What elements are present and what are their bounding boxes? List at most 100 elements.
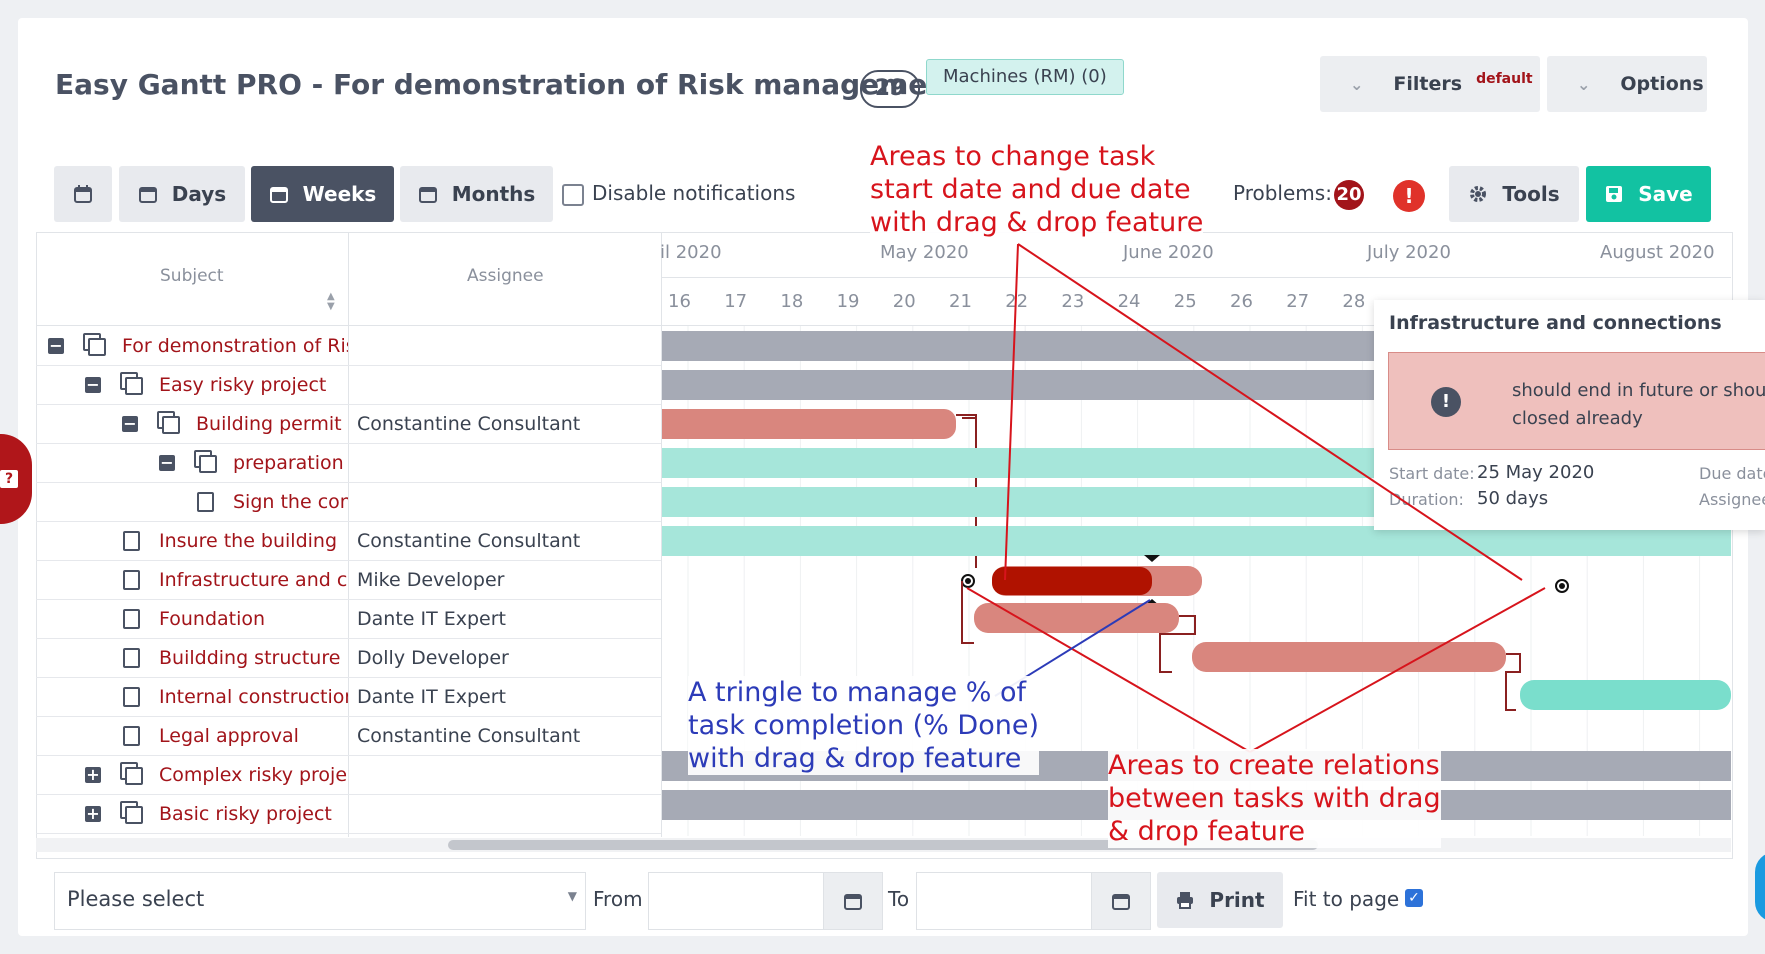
annotation-dates: Areas to change task start date and due … (870, 140, 1204, 239)
scrollbar-thumb[interactable] (448, 840, 1318, 850)
collapse-icon[interactable]: − (85, 375, 101, 394)
task-subject[interactable]: For demonstration of Risk management (122, 335, 348, 357)
task-progress-infrastructure[interactable] (992, 567, 1152, 595)
floppy-disk-icon (1606, 186, 1623, 202)
task-bar-internal-construction[interactable] (1520, 680, 1731, 710)
print-label: Print (1209, 888, 1265, 912)
calendar-icon (418, 187, 437, 203)
project-icon (88, 338, 106, 356)
relation-line (1505, 653, 1521, 711)
task-bar-insure[interactable] (662, 526, 1731, 556)
info-alert-icon[interactable]: ! (1393, 180, 1425, 212)
calendar-icon (844, 894, 862, 910)
chat-bubble[interactable] (1755, 852, 1765, 922)
task-tooltip: Infrastructure and connections ! should … (1374, 300, 1765, 530)
weeks-label: Weeks (302, 182, 377, 206)
week-label: 25 (1173, 291, 1197, 312)
calendar-icon (269, 187, 288, 203)
print-select[interactable]: Please select ▼ (54, 872, 586, 930)
task-icon (123, 687, 140, 707)
to-date-input[interactable] (916, 872, 1093, 930)
to-calendar-button[interactable] (1091, 872, 1151, 930)
help-tab[interactable]: ? (0, 434, 32, 524)
percent-done-triangle[interactable] (1144, 555, 1160, 562)
task-assignee: Dante IT Expert (357, 686, 507, 708)
chevron-down-icon: ⌄ (1577, 74, 1591, 94)
tools-label: Tools (1502, 182, 1560, 206)
task-icon (123, 609, 140, 629)
to-label: To (888, 887, 910, 911)
calendar-button[interactable] (54, 166, 112, 222)
save-button[interactable]: Save (1586, 166, 1711, 222)
task-bar-foundation[interactable] (974, 603, 1179, 633)
assignee-label: Assignee (1699, 490, 1765, 509)
project-icon (125, 806, 143, 824)
task-bar-building-structure[interactable] (1192, 642, 1506, 672)
task-subject[interactable]: Building permit (196, 413, 342, 435)
days-label: Days (171, 182, 227, 206)
row-divider (36, 755, 661, 756)
subject-column-header[interactable]: Subject (160, 266, 224, 286)
relation-handle-end[interactable] (1552, 576, 1572, 596)
machines-badge[interactable]: Machines (RM) (0) (926, 59, 1124, 95)
row-divider (36, 677, 661, 678)
weeks-button[interactable]: Weeks (251, 166, 394, 222)
week-label: 28 (1342, 291, 1366, 312)
months-button[interactable]: Months (400, 166, 553, 222)
task-bar-building-permit[interactable] (662, 409, 956, 439)
week-label: 21 (949, 291, 972, 312)
filters-button[interactable]: ⌄ Filters default (1320, 56, 1540, 112)
fit-to-page-checkbox[interactable]: ✓ (1405, 889, 1423, 907)
task-assignee: Mike Developer (357, 569, 505, 591)
week-label: 27 (1286, 291, 1310, 312)
disable-notifications-label: Disable notifications (592, 181, 796, 205)
task-subject[interactable]: Insure the building (159, 530, 338, 552)
expand-icon[interactable]: + (85, 765, 101, 784)
from-label: From (593, 887, 643, 911)
options-button[interactable]: ⌄ Options (1547, 56, 1707, 112)
expand-icon[interactable]: + (85, 804, 101, 823)
annotation-line: Areas to change task (870, 141, 1156, 172)
row-divider (36, 716, 661, 717)
days-button[interactable]: Days (119, 166, 245, 222)
task-subject[interactable]: Complex risky project (159, 764, 348, 786)
collapse-icon[interactable]: − (159, 453, 175, 472)
task-subject[interactable]: Internal construction (159, 686, 348, 708)
start-date-label: Start date: (1389, 464, 1475, 483)
task-subject[interactable]: Buildding structure (159, 647, 341, 669)
disable-notifications-checkbox[interactable] (562, 184, 584, 206)
printer-icon (1177, 892, 1194, 909)
filters-label: Filters (1393, 73, 1463, 95)
annotation-line: with drag & drop feature (688, 743, 1022, 774)
select-placeholder: Please select (67, 887, 205, 911)
options-label: Options (1620, 73, 1704, 95)
project-icon (162, 416, 180, 434)
task-icon (123, 648, 140, 668)
tooltip-warning-box: ! should end in future or should be clos… (1388, 352, 1765, 450)
annotation-line: task completion (% Done) (688, 710, 1039, 741)
task-subject[interactable]: Basic risky project (159, 803, 332, 825)
task-assignee: Constantine Consultant (357, 413, 581, 435)
from-date-input[interactable] (648, 872, 825, 930)
sort-icon[interactable]: ▲ ▼ (327, 291, 335, 312)
tools-button[interactable]: Tools (1449, 166, 1579, 222)
week-label: 26 (1230, 291, 1253, 312)
collapse-icon[interactable]: − (48, 336, 64, 355)
task-subject[interactable]: Easy risky project (159, 374, 327, 396)
task-subject[interactable]: preparation of documents (233, 452, 348, 474)
timeline-header-divider (662, 277, 1731, 278)
row-divider (36, 638, 661, 639)
months-label: Months (451, 182, 536, 206)
print-button[interactable]: Print (1157, 872, 1283, 928)
page-title: Easy Gantt PRO - For demonstration of Ri… (55, 68, 961, 101)
annotation-percent: A tringle to manage % of task completion… (688, 676, 1039, 775)
task-icon (123, 726, 140, 746)
task-subject[interactable]: Sign the contract (233, 491, 348, 513)
from-calendar-button[interactable] (823, 872, 883, 930)
assignee-column-header[interactable]: Assignee (467, 266, 544, 286)
task-subject[interactable]: Legal approval (159, 725, 299, 747)
collapse-icon[interactable]: − (122, 414, 138, 433)
problems-count-badge[interactable]: 20 (1334, 180, 1364, 210)
task-subject[interactable]: Foundation (159, 608, 266, 630)
task-subject[interactable]: Infrastructure and connections (159, 569, 348, 591)
